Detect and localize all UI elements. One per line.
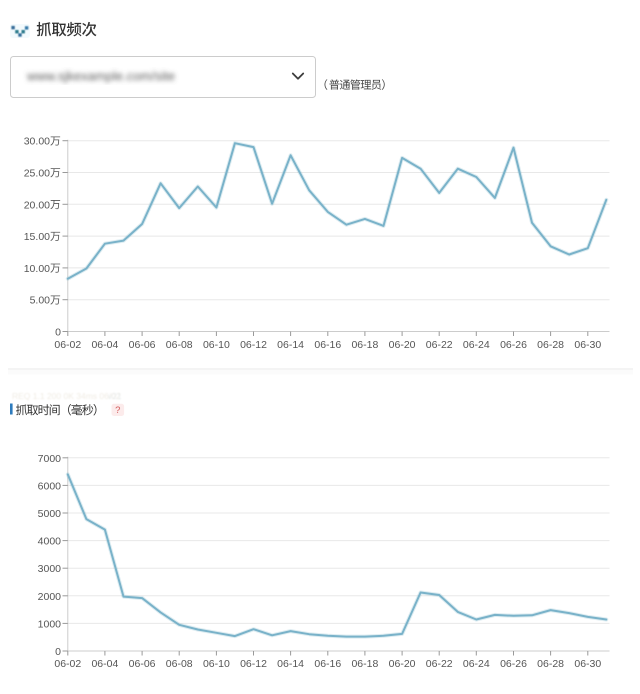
- svg-text:06-10: 06-10: [203, 339, 230, 351]
- svg-text:06-20: 06-20: [389, 339, 416, 351]
- svg-text:3000: 3000: [38, 563, 62, 575]
- svg-text:1000: 1000: [38, 618, 62, 630]
- svg-text:25.00: 25.00: [24, 168, 50, 180]
- svg-text:6000: 6000: [38, 480, 62, 492]
- svg-text:06-08: 06-08: [166, 658, 193, 670]
- svg-text:06-02: 06-02: [54, 339, 81, 351]
- svg-text:0: 0: [55, 327, 61, 339]
- svg-text:10.00: 10.00: [24, 263, 50, 275]
- svg-text:06-06: 06-06: [129, 658, 156, 670]
- svg-text:06-22: 06-22: [426, 339, 453, 351]
- svg-text:v21: v21: [108, 391, 122, 401]
- svg-text:06-24: 06-24: [463, 658, 490, 670]
- svg-text:06-30: 06-30: [574, 339, 601, 351]
- svg-text:06-08: 06-08: [166, 339, 193, 351]
- svg-text:06-28: 06-28: [537, 658, 564, 670]
- svg-text:06-30: 06-30: [574, 658, 601, 670]
- svg-text:5.00: 5.00: [30, 295, 51, 307]
- svg-text:15.00: 15.00: [24, 231, 50, 243]
- svg-text:06-12: 06-12: [240, 658, 267, 670]
- svg-text:06-26: 06-26: [500, 658, 527, 670]
- svg-text:?: ?: [115, 405, 120, 416]
- svg-text:06-22: 06-22: [426, 658, 453, 670]
- svg-text:06-04: 06-04: [91, 339, 118, 351]
- svg-text:06-16: 06-16: [314, 339, 341, 351]
- svg-text:06-04: 06-04: [91, 658, 118, 670]
- svg-text:06-18: 06-18: [351, 339, 378, 351]
- svg-text:06-16: 06-16: [314, 658, 341, 670]
- svg-text:06-24: 06-24: [463, 339, 490, 351]
- svg-text:REQ 1.1 200 0K 34ms 06/02: REQ 1.1 200 0K 34ms 06/02: [12, 391, 121, 401]
- svg-text:06-14: 06-14: [277, 658, 304, 670]
- svg-text:0: 0: [55, 646, 61, 658]
- svg-text:06-06: 06-06: [129, 339, 156, 351]
- svg-text:20.00: 20.00: [24, 199, 50, 211]
- svg-text:4000: 4000: [38, 536, 62, 548]
- svg-text:06-12: 06-12: [240, 339, 267, 351]
- svg-text:5000: 5000: [38, 508, 62, 520]
- svg-text:www.sjkexample.com/site: www.sjkexample.com/site: [26, 69, 175, 84]
- svg-text:06-18: 06-18: [351, 658, 378, 670]
- svg-text:06-26: 06-26: [500, 339, 527, 351]
- svg-text:06-20: 06-20: [389, 658, 416, 670]
- svg-text:30.00: 30.00: [24, 136, 50, 148]
- svg-text:06-02: 06-02: [54, 658, 81, 670]
- svg-text:06-10: 06-10: [203, 658, 230, 670]
- svg-text:06-28: 06-28: [537, 339, 564, 351]
- svg-text:2000: 2000: [38, 591, 62, 603]
- svg-text:7000: 7000: [38, 453, 62, 465]
- svg-text:06-14: 06-14: [277, 339, 304, 351]
